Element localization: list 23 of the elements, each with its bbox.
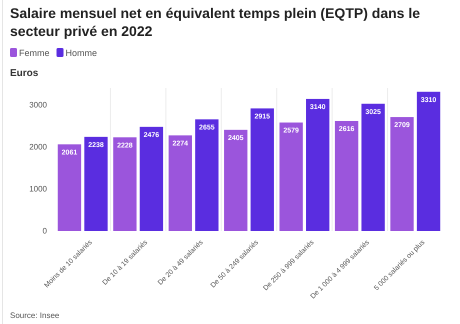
- bar: [224, 130, 248, 231]
- y-axis-title: Euros: [10, 68, 39, 79]
- y-tick-label: 1000: [29, 184, 48, 194]
- bar: [306, 98, 330, 231]
- chart-title: Salaire mensuel net en équivalent temps plein (EQTP) dans le secteur privé en 2022: [10, 5, 420, 39]
- bar: [416, 92, 440, 231]
- legend-label: Homme: [66, 48, 98, 58]
- bar: [140, 126, 164, 231]
- legend-label: Femme: [19, 48, 50, 58]
- bar: [334, 120, 358, 231]
- bar: [279, 122, 303, 231]
- y-tick-label: 3000: [29, 100, 48, 110]
- bar: [168, 135, 192, 231]
- bar: [361, 104, 385, 231]
- bar: [84, 136, 108, 231]
- y-tick-label: 2000: [29, 142, 48, 152]
- bar: [58, 144, 82, 231]
- y-tick-label: 0: [42, 226, 48, 236]
- source-note: Source: Insee: [10, 311, 60, 320]
- bar: [390, 117, 414, 231]
- bar: [195, 119, 219, 231]
- bar: [250, 108, 274, 231]
- bar: [113, 137, 137, 231]
